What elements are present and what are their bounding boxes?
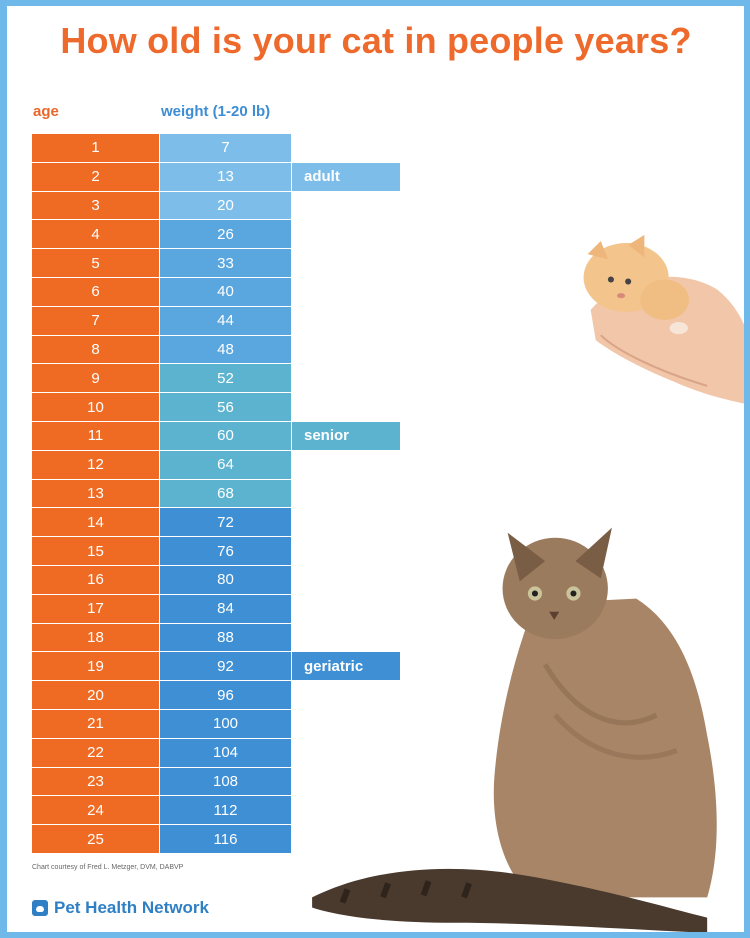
age-cell: 15 bbox=[32, 537, 160, 565]
table-row: 8 48 bbox=[32, 335, 291, 364]
table-row: 4 26 bbox=[32, 220, 291, 249]
table-row: 9 52 bbox=[32, 364, 291, 393]
people-years-cell: 80 bbox=[160, 565, 291, 594]
age-cell: 10 bbox=[32, 393, 160, 421]
people-years-cell: 108 bbox=[160, 767, 291, 796]
age-cell: 20 bbox=[32, 681, 160, 709]
age-cell: 12 bbox=[32, 450, 160, 479]
people-years-cell: 56 bbox=[160, 393, 291, 421]
table-row: 16 80 bbox=[32, 565, 291, 594]
page-title: How old is your cat in people years? bbox=[60, 20, 692, 61]
table-row: 20 96 bbox=[32, 681, 291, 709]
age-cell: 4 bbox=[32, 220, 160, 249]
age-cell: 21 bbox=[32, 709, 160, 738]
table-row: 10 56 bbox=[32, 393, 291, 421]
age-cell: 18 bbox=[32, 623, 160, 652]
people-years-cell: 84 bbox=[160, 594, 291, 623]
age-cell: 7 bbox=[32, 306, 160, 335]
people-years-cell: 20 bbox=[160, 191, 291, 220]
people-years-cell: 92 bbox=[160, 652, 291, 681]
people-years-cell: 100 bbox=[160, 709, 291, 738]
age-cell: 13 bbox=[32, 479, 160, 508]
table-row: 19 92 bbox=[32, 652, 291, 681]
table-row: 7 44 bbox=[32, 306, 291, 335]
people-years-cell: 96 bbox=[160, 681, 291, 709]
hand-holding-kitten-image bbox=[583, 234, 744, 404]
table-row: 24 112 bbox=[32, 796, 291, 825]
paw-icon bbox=[32, 900, 48, 916]
people-years-cell: 33 bbox=[160, 249, 291, 277]
table-row: 6 40 bbox=[32, 277, 291, 306]
table-row: 22 104 bbox=[32, 738, 291, 767]
pet-health-network-logo[interactable]: Pet Health Network bbox=[32, 898, 209, 918]
table-row: 2 13 bbox=[32, 162, 291, 191]
age-table: 1 7 2 13 3 20 4 26 5 33 6 40 7 44 8 48 9 52 10 56 11 60 12 64 13… bbox=[32, 134, 291, 854]
weight-column-header: weight (1-20 lb) bbox=[161, 103, 271, 120]
chart-credit: Chart courtesy of Fred L. Metzger, DVM, … bbox=[32, 864, 184, 871]
table-row: 18 88 bbox=[32, 623, 291, 652]
table-row: 3 20 bbox=[32, 191, 291, 220]
age-cell: 23 bbox=[32, 767, 160, 796]
people-years-cell: 52 bbox=[160, 364, 291, 393]
stage-label-geriatric: geriatric bbox=[292, 652, 400, 681]
people-years-cell: 72 bbox=[160, 508, 291, 537]
table-row: 14 72 bbox=[32, 508, 291, 537]
people-years-cell: 44 bbox=[160, 306, 291, 335]
people-years-cell: 13 bbox=[160, 162, 291, 191]
people-years-cell: 64 bbox=[160, 450, 291, 479]
table-row: 15 76 bbox=[32, 537, 291, 565]
people-years-cell: 112 bbox=[160, 796, 291, 825]
people-years-cell: 26 bbox=[160, 220, 291, 249]
table-row: 12 64 bbox=[32, 450, 291, 479]
age-cell: 24 bbox=[32, 796, 160, 825]
age-cell: 8 bbox=[32, 335, 160, 364]
table-row: 5 33 bbox=[32, 249, 291, 277]
age-cell: 19 bbox=[32, 652, 160, 681]
age-cell: 1 bbox=[32, 134, 160, 162]
people-years-cell: 76 bbox=[160, 537, 291, 565]
brand-name: Pet Health Network bbox=[54, 898, 209, 917]
age-cell: 25 bbox=[32, 825, 160, 853]
age-cell: 22 bbox=[32, 738, 160, 767]
table-row: 17 84 bbox=[32, 594, 291, 623]
age-cell: 3 bbox=[32, 191, 160, 220]
age-cell: 11 bbox=[32, 421, 160, 450]
people-years-cell: 40 bbox=[160, 277, 291, 306]
people-years-cell: 48 bbox=[160, 335, 291, 364]
age-cell: 5 bbox=[32, 249, 160, 277]
people-years-cell: 116 bbox=[160, 825, 291, 853]
people-years-cell: 104 bbox=[160, 738, 291, 767]
age-cell: 6 bbox=[32, 277, 160, 306]
table-row: 21 100 bbox=[32, 709, 291, 738]
age-cell: 17 bbox=[32, 594, 160, 623]
table-row: 23 108 bbox=[32, 767, 291, 796]
age-cell: 2 bbox=[32, 162, 160, 191]
table-row: 13 68 bbox=[32, 479, 291, 508]
age-cell: 16 bbox=[32, 565, 160, 594]
sitting-cat-image bbox=[312, 527, 717, 932]
table-row: 25 116 bbox=[32, 825, 291, 853]
table-row: 11 60 bbox=[32, 421, 291, 450]
people-years-cell: 88 bbox=[160, 623, 291, 652]
age-cell: 14 bbox=[32, 508, 160, 537]
age-cell: 9 bbox=[32, 364, 160, 393]
stage-label-adult: adult bbox=[292, 162, 400, 191]
people-years-cell: 68 bbox=[160, 479, 291, 508]
age-column-header: age bbox=[33, 103, 59, 120]
people-years-cell: 7 bbox=[160, 134, 291, 162]
people-years-cell: 60 bbox=[160, 421, 291, 450]
stage-label-senior: senior bbox=[292, 422, 400, 450]
